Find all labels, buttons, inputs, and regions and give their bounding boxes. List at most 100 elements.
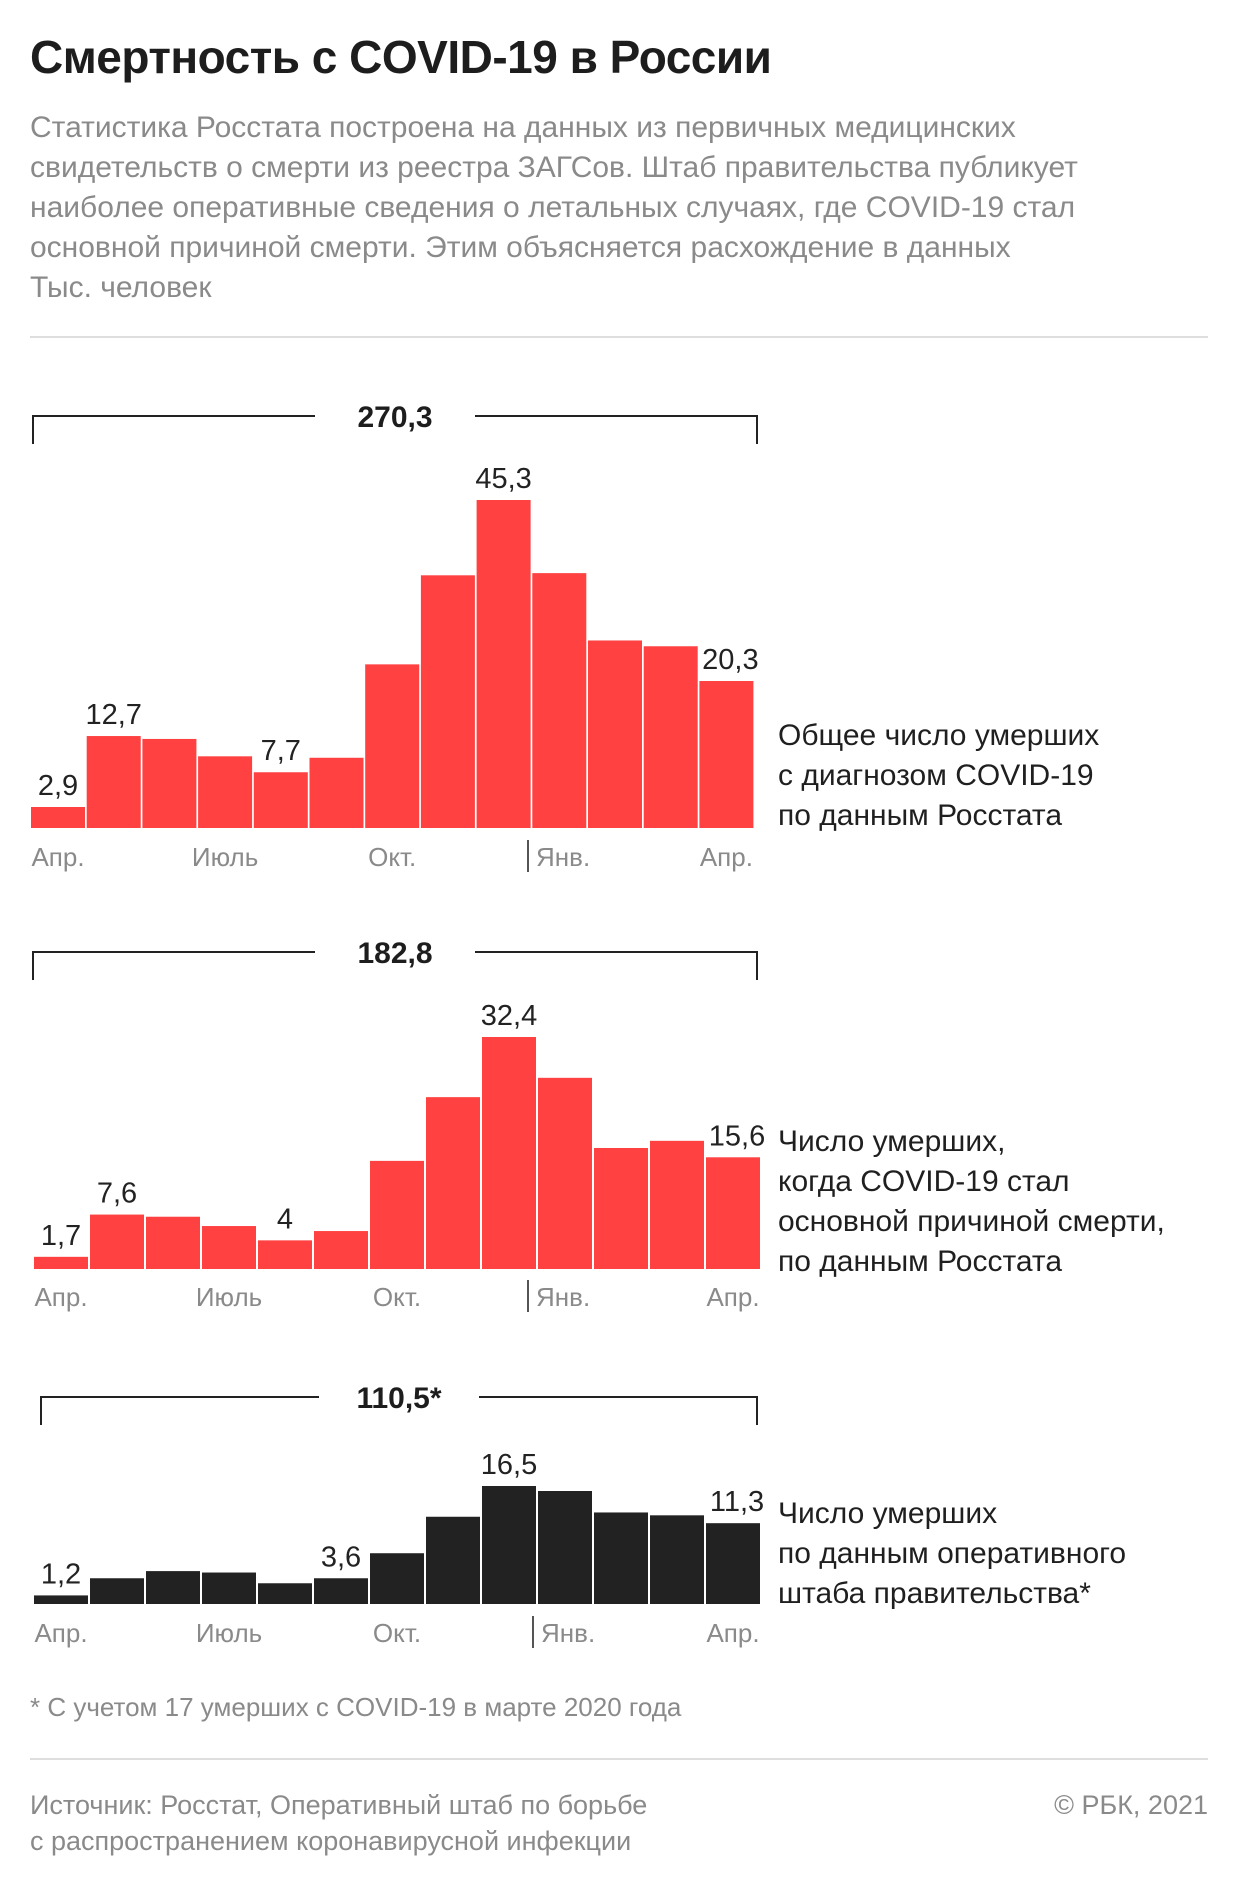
series-label-line: штаба правительства* (778, 1577, 1091, 1610)
bar (31, 807, 85, 828)
series-label-line: Число умерших, (778, 1125, 1006, 1158)
bar (365, 664, 420, 828)
bar (90, 1578, 144, 1604)
series-label-line: по данным Росстата (778, 799, 1063, 832)
tick-label: Окт. (368, 842, 416, 872)
data-label: 2,9 (38, 770, 78, 802)
tick-label: Июль (196, 1618, 262, 1648)
chart-rosstat-total: 270,3 2,9 12,7 7,7 45,3 20,3 Апр. Июль Окт. Янв. А… (31, 401, 759, 872)
total-value-label: 270,3 (357, 401, 432, 434)
chart-operational-hq: 110,5* 1,2 3,6 16,5 11,3 Апр. Июль Окт. Янв. Апр. (34, 1382, 764, 1648)
series-label-line: когда COVID-19 стал (778, 1165, 1070, 1198)
bar (426, 1516, 480, 1604)
data-label: 32,4 (481, 1000, 537, 1032)
bar (314, 1578, 368, 1604)
bar (34, 1256, 88, 1269)
tick-label: Апр. (706, 1282, 759, 1312)
tick-label: Окт. (373, 1282, 421, 1312)
total-value-label: 182,8 (357, 937, 432, 970)
bar (90, 1214, 144, 1269)
subtitle-line: наиболее оперативные сведения о летальны… (30, 191, 1076, 224)
bar (370, 1160, 424, 1269)
data-label: 1,2 (41, 1558, 81, 1590)
footnote: * С учетом 17 умерших с COVID-19 в марте… (30, 1692, 682, 1722)
bar (594, 1147, 648, 1269)
bar (142, 738, 197, 828)
bar (482, 1486, 536, 1604)
bar (538, 1077, 592, 1269)
bar (314, 1231, 368, 1269)
tick-label: Апр. (706, 1618, 759, 1648)
series-label-line: Число умерших (778, 1497, 998, 1530)
source-line: Источник: Росстат, Оперативный штаб по б… (30, 1790, 648, 1820)
bar (650, 1515, 704, 1604)
subtitle-line: основной причиной смерти. Этим объясняет… (30, 231, 1011, 264)
data-label: 12,7 (85, 699, 141, 731)
bar (699, 681, 754, 828)
tick-label: Июль (192, 842, 258, 872)
data-label: 20,3 (702, 644, 758, 676)
total-bracket (32, 951, 758, 980)
tick-label: Апр. (31, 842, 84, 872)
bar (146, 1571, 200, 1604)
page-title: Смертность с COVID-19 в России (30, 31, 772, 83)
bar (643, 646, 698, 828)
subtitle-line: Статистика Росстата построена на данных … (30, 111, 1016, 144)
source-line: с распространением коронавирусной инфекц… (30, 1826, 632, 1856)
header-divider (30, 336, 1208, 338)
data-label: 1,7 (41, 1220, 81, 1252)
series-label-operational-hq: Число умерших по данным оперативного шта… (778, 1494, 1126, 1614)
bar (146, 1216, 200, 1269)
bar (202, 1572, 256, 1604)
tick-label: Янв. (536, 1282, 590, 1312)
total-value-label: 110,5* (356, 1382, 441, 1415)
units-label: Тыс. человек (30, 271, 212, 304)
bar (650, 1140, 704, 1269)
page-subtitle: Статистика Росстата построена на данных … (30, 108, 1210, 308)
series-label-rosstat-total: Общее число умерших с диагнозом COVID-19… (778, 716, 1099, 836)
bar (86, 736, 141, 828)
subtitle-line: свидетельств о смерти из реестра ЗАГСов.… (30, 151, 1078, 184)
bar (202, 1226, 256, 1269)
series-label-line: с диагнозом COVID-19 (778, 759, 1094, 792)
chart-rosstat-main-cause: 182,8 1,7 7,6 4 32,4 15,6 Апр. Июль Окт. Янв. Апр. (32, 937, 765, 1312)
tick-label: Янв. (541, 1618, 595, 1648)
source-note: Источник: Росстат, Оперативный штаб по б… (30, 1787, 647, 1859)
total-bracket (32, 415, 758, 444)
bar (258, 1240, 312, 1269)
tick-label: Янв. (536, 842, 590, 872)
series-label-rosstat-main-cause: Число умерших, когда COVID-19 стал основ… (778, 1122, 1165, 1282)
bar (426, 1097, 480, 1269)
bar (588, 640, 642, 828)
data-label: 7,7 (261, 735, 301, 767)
total-bracket (40, 1396, 758, 1425)
tick-label: Июль (196, 1282, 262, 1312)
series-label-line: по данным Росстата (778, 1245, 1063, 1278)
data-label: 3,6 (321, 1541, 361, 1573)
tick-label: Апр. (34, 1282, 87, 1312)
tick-label: Апр. (700, 842, 753, 872)
data-label: 16,5 (481, 1449, 537, 1481)
bar (198, 756, 253, 828)
bar (370, 1553, 424, 1604)
data-label: 7,6 (97, 1178, 137, 1210)
bar (476, 500, 531, 828)
copyright: © РБК, 2021 (1054, 1790, 1208, 1820)
bar (706, 1523, 760, 1604)
bar (482, 1037, 536, 1269)
footer-divider (30, 1758, 1208, 1760)
bar (34, 1595, 88, 1604)
bar (253, 772, 308, 828)
bar (594, 1512, 648, 1604)
bar (420, 575, 475, 828)
bar (258, 1583, 312, 1604)
series-label-line: Общее число умерших (778, 719, 1100, 752)
tick-label: Окт. (373, 1618, 421, 1648)
bar (706, 1157, 760, 1269)
series-label-line: по данным оперативного (778, 1537, 1127, 1570)
data-label: 11,3 (710, 1486, 764, 1518)
data-label: 45,3 (475, 463, 531, 495)
series-label-line: основной причиной смерти, (778, 1205, 1165, 1238)
bar (538, 1491, 592, 1604)
data-label: 15,6 (709, 1120, 765, 1152)
